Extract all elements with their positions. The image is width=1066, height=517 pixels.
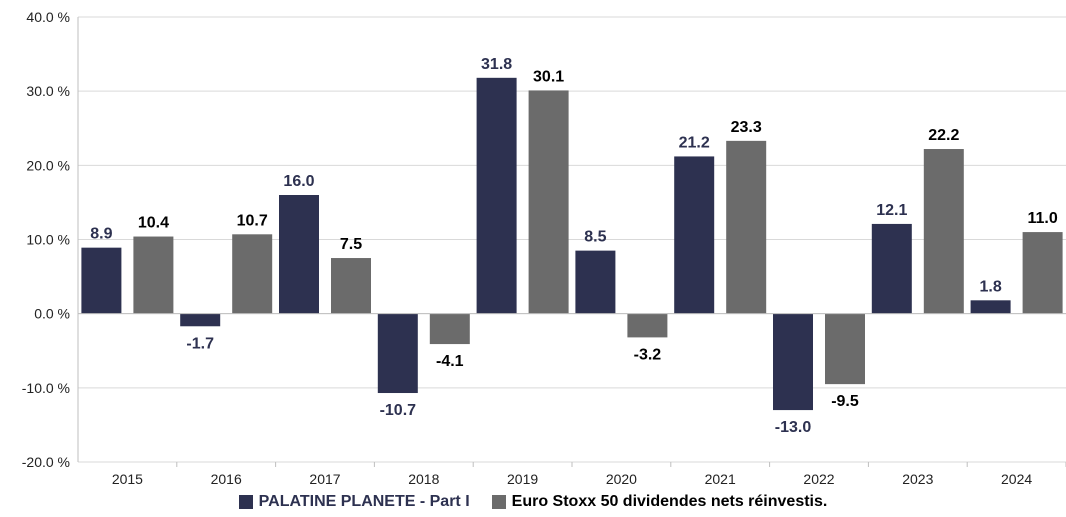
data-label: -13.0 <box>775 419 812 436</box>
bar-eurostoxx <box>627 313 668 338</box>
x-tick-label: 2021 <box>705 471 736 487</box>
legend-item-palatine: PALATINE PLANETE - Part I <box>238 493 470 511</box>
y-tick-label: -10.0 % <box>22 380 70 396</box>
data-label: -10.7 <box>380 402 417 419</box>
bar-eurostoxx <box>825 313 865 385</box>
x-tick-label: 2022 <box>803 471 834 487</box>
legend: PALATINE PLANETE - Part I Euro Stoxx 50 … <box>0 493 1066 511</box>
data-label: 7.5 <box>340 236 362 253</box>
bar-eurostoxx <box>133 236 174 314</box>
data-label: 21.2 <box>679 134 710 151</box>
y-tick-label: 10.0 % <box>26 232 70 248</box>
data-label: 22.2 <box>928 127 959 144</box>
y-tick-label: 40.0 % <box>26 9 70 25</box>
bar-chart: 40.0 % 30.0 % 20.0 % 10.0 % 0.0 % -10.0 % -20.… <box>22 9 1066 487</box>
x-tick-label: 2019 <box>507 471 538 487</box>
bar-eurostoxx <box>232 234 273 314</box>
x-tick-label: 2015 <box>112 471 143 487</box>
legend-swatch-eurostoxx <box>491 495 506 509</box>
data-label: -1.7 <box>186 335 214 352</box>
bar-palatine <box>871 223 912 314</box>
data-label: 8.5 <box>584 229 606 246</box>
x-tick-label: 2024 <box>1001 471 1032 487</box>
data-label: -3.2 <box>634 346 662 363</box>
data-label: 10.7 <box>237 212 268 229</box>
x-tick-label: 2018 <box>408 471 439 487</box>
x-tick-label: 2016 <box>211 471 242 487</box>
bar-eurostoxx <box>331 258 371 314</box>
bar-eurostoxx <box>1022 232 1063 314</box>
data-label: 8.9 <box>90 226 112 243</box>
legend-label-palatine: PALATINE PLANETE - Part I <box>258 493 470 510</box>
legend-item-eurostoxx: Euro Stoxx 50 dividendes nets réinvestis… <box>491 493 828 511</box>
bar-eurostoxx <box>923 149 964 314</box>
y-tick-label: 30.0 % <box>26 83 70 99</box>
data-label: 31.8 <box>481 56 512 73</box>
bar-palatine <box>674 156 715 314</box>
x-tick-label: 2017 <box>309 471 340 487</box>
y-tick-label: 20.0 % <box>26 157 70 173</box>
bar-eurostoxx <box>429 313 470 345</box>
data-label: 23.3 <box>731 119 762 136</box>
legend-swatch-palatine <box>238 495 253 509</box>
bar-eurostoxx <box>726 140 767 314</box>
data-label: 11.0 <box>1027 210 1057 227</box>
data-label: 16.0 <box>283 173 314 190</box>
x-tick-label: 2023 <box>902 471 933 487</box>
bar-palatine <box>575 250 616 314</box>
legend-label-eurostoxx: Euro Stoxx 50 dividendes nets réinvestis… <box>511 493 828 510</box>
data-label: -9.5 <box>831 393 859 410</box>
bar-palatine <box>476 77 517 314</box>
bar-palatine <box>773 313 813 411</box>
y-tick-label: 0.0 % <box>34 306 70 322</box>
bar-eurostoxx <box>528 90 569 314</box>
bar-palatine <box>279 195 319 314</box>
bar-palatine <box>970 300 1011 314</box>
bar-palatine <box>81 247 122 314</box>
data-label: 10.4 <box>138 215 169 232</box>
data-label: 12.1 <box>876 202 907 219</box>
y-tick-label: -20.0 % <box>22 454 70 470</box>
data-label: -4.1 <box>436 353 464 370</box>
x-tick-label: 2020 <box>606 471 637 487</box>
bar-palatine <box>180 313 221 327</box>
data-label: 1.8 <box>979 278 1001 295</box>
data-label: 30.1 <box>533 68 564 85</box>
bar-palatine <box>377 313 418 394</box>
